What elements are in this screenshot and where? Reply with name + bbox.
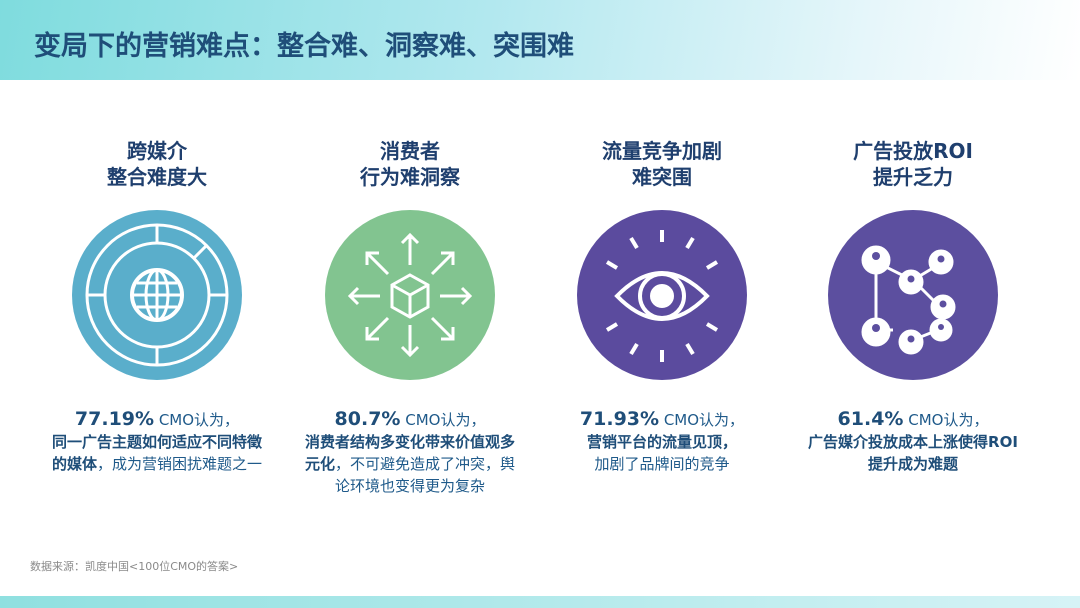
network-people-icon	[828, 210, 998, 380]
key-text: 营销平台的流量见顶，	[586, 433, 737, 451]
key-text: 消费者结构多变化带来价值观多元化	[304, 433, 515, 473]
card-title: 跨媒介 整合难度大	[32, 138, 282, 194]
lead-text: CMO认为，	[659, 411, 745, 429]
key-text: 同一广告主题如何适应不同特徵的媒体	[51, 433, 262, 473]
title-line: 消费者	[380, 139, 440, 163]
card-title: 流量竞争加剧 难突围	[537, 138, 787, 194]
card-description: 71.93% CMO认为， 营销平台的流量见顶， 加剧了品牌间的竞争	[537, 408, 787, 475]
card-consumer-insight: 消费者 行为难洞察 80.7% CMO认为， 消费者结构多变化带来价值观多元化，不可…	[285, 138, 535, 497]
lead-text: CMO认为，	[400, 411, 486, 429]
globe-ring-icon	[72, 210, 242, 380]
card-description: 61.4% CMO认为， 广告媒介投放成本上涨使得ROI提升成为难题	[788, 408, 1038, 475]
page-title: 变局下的营销难点：整合难、洞察难、突围难	[34, 31, 574, 62]
data-source-note: 数据来源：凯度中国<100位CMO的答案>	[30, 560, 239, 573]
percentage: 80.7%	[334, 408, 401, 430]
lead-text: CMO认为，	[154, 411, 240, 429]
percentage: 61.4%	[837, 408, 904, 430]
header-banner: 变局下的营销难点：整合难、洞察难、突围难	[0, 0, 1080, 80]
title-line: 流量竞争加剧	[602, 139, 722, 163]
card-description: 77.19% CMO认为， 同一广告主题如何适应不同特徵的媒体，成为营销困扰难题之…	[32, 408, 282, 475]
rest-text: ，不可避免造成了冲突，舆论环境也变得更为复杂	[334, 455, 516, 495]
title-line: 难突围	[632, 165, 692, 189]
cube-arrows-icon	[325, 210, 495, 380]
title-line: 行为难洞察	[360, 165, 460, 189]
rest-text: 加剧了品牌间的竞争	[594, 455, 730, 473]
lead-text: CMO认为，	[903, 411, 989, 429]
card-description: 80.7% CMO认为， 消费者结构多变化带来价值观多元化，不可避免造成了冲突，舆…	[285, 408, 535, 497]
card-title: 广告投放ROI 提升乏力	[788, 138, 1038, 194]
card-traffic: 流量竞争加剧 难突围 71.93% CMO认为， 营销平台的流量见顶， 加剧了品牌间的…	[537, 138, 787, 475]
title-line: 整合难度大	[107, 165, 207, 189]
title-line: 提升乏力	[873, 165, 953, 189]
card-title: 消费者 行为难洞察	[285, 138, 535, 194]
card-roi: 广告投放ROI 提升乏力 61.4% CMO认为， 广告媒介投放成本上涨使得ROI提…	[788, 138, 1038, 475]
percentage: 77.19%	[74, 408, 155, 430]
title-line: 跨媒介	[127, 139, 187, 163]
title-line: 广告投放ROI	[853, 139, 973, 163]
rest-text: ，成为营销困扰难题之一	[97, 455, 263, 473]
footer-bar	[0, 596, 1080, 608]
percentage: 71.93%	[579, 408, 660, 430]
eye-icon	[577, 210, 747, 380]
key-text: 广告媒介投放成本上涨使得ROI提升成为难题	[808, 433, 1018, 473]
card-cross-media: 跨媒介 整合难度大 77.19% CMO认为， 同一广告主题如何适应不同特徵的媒体，…	[32, 138, 282, 475]
